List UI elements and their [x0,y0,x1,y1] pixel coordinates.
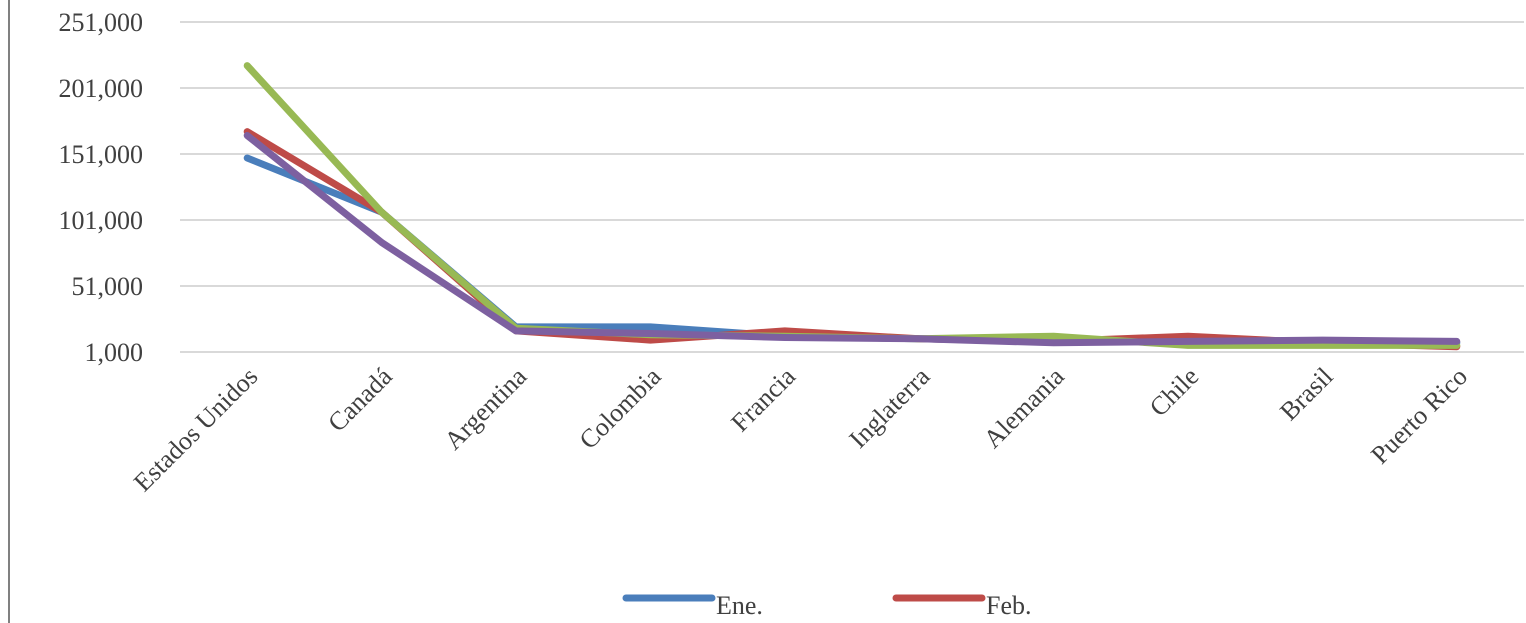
chart-border-left [8,0,10,623]
y-axis-tick-labels: 1,000 51,000 101,000 151,000 201,000 251,000 [59,8,144,367]
series-line-4 [243,132,1461,347]
series-lines [243,62,1461,351]
y-tick-label: 151,000 [59,140,144,169]
x-category-label: Canadá [322,361,398,437]
x-category-label: Francia [725,361,801,437]
series-line-3 [243,62,1461,349]
x-category-label: Colombia [574,361,667,454]
y-tick-label: 201,000 [59,74,144,103]
legend-label: Feb. [986,591,1032,620]
x-category-label: Alemania [978,361,1070,453]
legend-label: Ene. [716,591,763,620]
gridlines [180,21,1524,353]
y-tick-label: 251,000 [59,8,144,37]
x-category-label: Inglaterra [843,361,935,453]
x-category-label: Chile [1144,362,1204,422]
x-category-label: Estados Unidos [128,362,263,497]
x-category-label: Brasil [1274,362,1338,426]
y-tick-label: 51,000 [72,272,144,301]
series-line-2 [243,128,1461,351]
y-tick-label: 101,000 [59,206,144,235]
x-axis-category-labels: Estados Unidos Canadá Argentina Colombia Fra… [128,361,1473,497]
legend: Ene. Feb. [622,591,1032,620]
y-tick-label: 1,000 [85,338,144,367]
x-category-label: Argentina [439,361,533,455]
x-category-label: Puerto Rico [1365,362,1473,470]
